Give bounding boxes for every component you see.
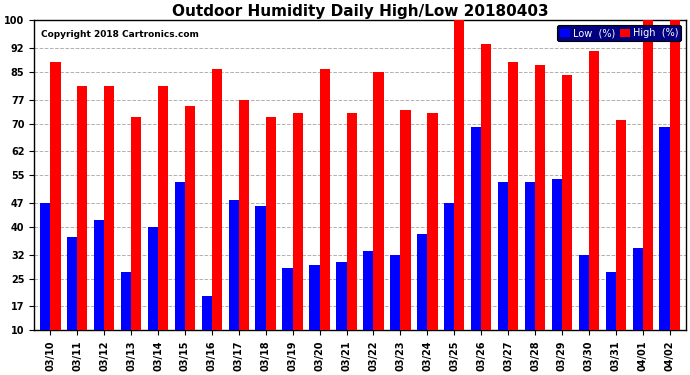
Text: Copyright 2018 Cartronics.com: Copyright 2018 Cartronics.com xyxy=(41,30,199,39)
Bar xyxy=(444,203,454,330)
Bar xyxy=(50,62,61,330)
Bar xyxy=(201,296,212,330)
Bar xyxy=(643,20,653,330)
Bar xyxy=(535,65,545,330)
Bar xyxy=(615,120,626,330)
Bar xyxy=(400,110,411,330)
Bar xyxy=(481,45,491,330)
Bar xyxy=(67,237,77,330)
Bar xyxy=(293,113,303,330)
Bar xyxy=(148,227,158,330)
Bar xyxy=(212,69,222,330)
Bar xyxy=(390,255,400,330)
Bar xyxy=(94,220,104,330)
Bar xyxy=(282,268,293,330)
Bar xyxy=(562,75,572,330)
Bar xyxy=(454,20,464,330)
Bar xyxy=(373,72,384,330)
Bar xyxy=(417,234,427,330)
Bar xyxy=(579,255,589,330)
Bar xyxy=(255,206,266,330)
Bar xyxy=(589,51,599,330)
Bar xyxy=(471,127,481,330)
Bar xyxy=(158,86,168,330)
Bar xyxy=(660,127,670,330)
Bar xyxy=(606,272,615,330)
Bar xyxy=(552,179,562,330)
Bar xyxy=(670,20,680,330)
Bar xyxy=(346,113,357,330)
Bar xyxy=(104,86,115,330)
Bar xyxy=(633,248,643,330)
Bar xyxy=(525,182,535,330)
Bar xyxy=(185,106,195,330)
Bar xyxy=(427,113,437,330)
Bar xyxy=(77,86,88,330)
Bar xyxy=(336,262,346,330)
Bar xyxy=(498,182,508,330)
Title: Outdoor Humidity Daily High/Low 20180403: Outdoor Humidity Daily High/Low 20180403 xyxy=(172,4,549,19)
Bar xyxy=(266,117,276,330)
Bar xyxy=(239,100,249,330)
Bar xyxy=(228,200,239,330)
Bar xyxy=(363,251,373,330)
Bar xyxy=(508,62,518,330)
Bar xyxy=(175,182,185,330)
Bar xyxy=(121,272,131,330)
Legend: Low  (%), High  (%): Low (%), High (%) xyxy=(558,25,681,41)
Bar xyxy=(40,203,50,330)
Bar xyxy=(319,69,330,330)
Bar xyxy=(309,265,319,330)
Bar xyxy=(131,117,141,330)
